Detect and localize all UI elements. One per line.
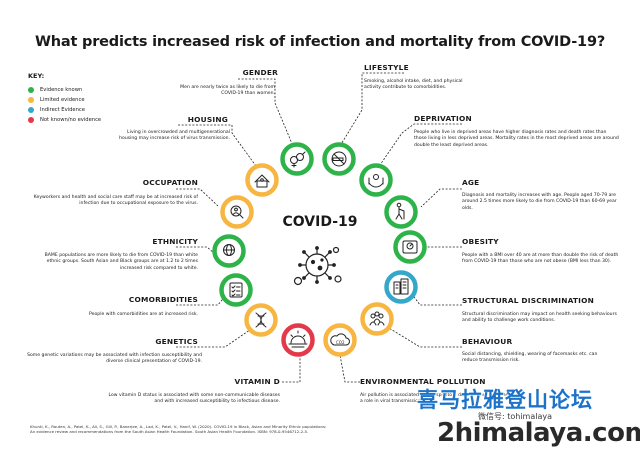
lifestyle-heading: LIFESTYLE [364,63,409,72]
no-smoking-icon [331,151,347,167]
obesity-heading: OBESITY [462,237,499,246]
lifestyle-text: Smoking, alcohol intake, diet, and physi… [364,79,463,91]
housing-heading: HOUSING [187,115,228,124]
watermark-chinese: 喜马拉雅登山论坛 [417,388,593,412]
group-people-icon [369,311,385,326]
citation-line: An evidence review and recommendations f… [30,429,309,435]
watermark-wechat: 微信号: tohimalaya [478,412,553,421]
ethnicity-circle [212,234,246,268]
gender-text: Men are nearly twice as likely to die fr… [180,85,275,97]
legend-item: Limited evidence [28,95,101,105]
legend-label: Not known/no evidence [40,117,102,123]
age-text: Diagnosis and mortality increases with a… [462,193,617,211]
comorbidities-circle [219,273,253,307]
house-icon [254,174,270,188]
legend-label: Evidence known [40,87,83,93]
legend-dot-orange [28,97,34,103]
legend-dot-green [28,87,34,93]
genetics-text: Some genetic variations may be associate… [27,353,202,365]
legend-item: Evidence known [28,85,101,95]
age-heading: AGE [462,178,480,187]
legend-item: Indirect Evidence [28,105,101,115]
citation: Khunti, K., Routen, A., Patel, K., Ali, … [30,424,360,435]
deprivation-text: People who live in deprived areas have h… [414,130,619,148]
genetics-heading: GENETICS [155,337,198,346]
factor-circles [212,142,427,357]
ethnicity-text: BAME populations are more likely to die … [44,253,198,271]
behaviour-heading: BEHAVIOUR [462,337,513,346]
occupation-text: Keyworkers and health and social care st… [33,195,198,207]
ethnicity-heading: ETHNICITY [152,237,198,246]
watermark-url: 2himalaya.com [437,418,640,448]
legend-title: KEY: [28,72,45,80]
legend-dot-red [28,117,34,123]
worker-search-icon [230,205,244,219]
legend-item: Not known/no evidence [28,115,101,125]
environmental-circle [323,323,357,357]
globe-person-icon [223,244,235,256]
housing-circle [245,163,279,197]
environmental-text: Air pollution is associated with respira… [360,393,509,405]
legend-dot-blue [28,107,34,113]
checklist-icon [229,282,243,298]
scale-icon [402,240,418,254]
age-circle [384,195,418,229]
elderly-person-icon [395,202,405,220]
sunrise-icon [288,330,308,348]
center-label: COVID-19 [282,214,358,230]
structural-text: Structural discrimination may impact on … [462,312,617,324]
structural-heading: STRUCTURAL DISCRIMINATION [462,296,594,305]
legend-label: Indirect Evidence [40,107,85,113]
page-title: What predicts increased risk of infectio… [34,34,606,50]
gender-heading: GENDER [242,68,278,77]
dna-icon [255,312,267,328]
legend: KEY: Evidence known Limited evidence Ind… [28,72,101,125]
obesity-text: People with a BMI over 40 are at more th… [462,253,619,265]
occupation-heading: OCCUPATION [142,178,198,187]
vitamin-d-circle [281,323,315,357]
citation-line: Khunti, K., Routen, A., Patel, K., Ali, … [30,424,327,429]
virus-icon [293,246,342,286]
deprivation-heading: DEPRIVATION [414,114,472,123]
connector-lines [176,72,462,383]
comorbidities-heading: COMORBIDITIES [128,295,198,304]
housing-text: Living in overcrowded and multigeneratio… [119,130,230,142]
comorbidities-text: People with comorbidities are at increas… [89,312,198,317]
cloud-co2-icon: CO2 [330,333,350,346]
gender-icon [290,151,306,168]
legend-label: Limited evidence [40,97,85,103]
hands-icon [368,174,384,188]
buildings-icon [393,278,409,295]
svg-text:CO2: CO2 [336,340,345,345]
environmental-heading: ENVIRONMENTAL POLLUTION [360,377,486,386]
vitamin-d-heading: VITAMIN D [234,377,280,386]
behaviour-text: Social distancing, shielding, wearing of… [462,352,598,364]
vitamin-d-text: Low vitamin D status is associated with … [108,393,280,405]
occupation-circle [220,195,254,229]
obesity-circle [393,230,427,264]
